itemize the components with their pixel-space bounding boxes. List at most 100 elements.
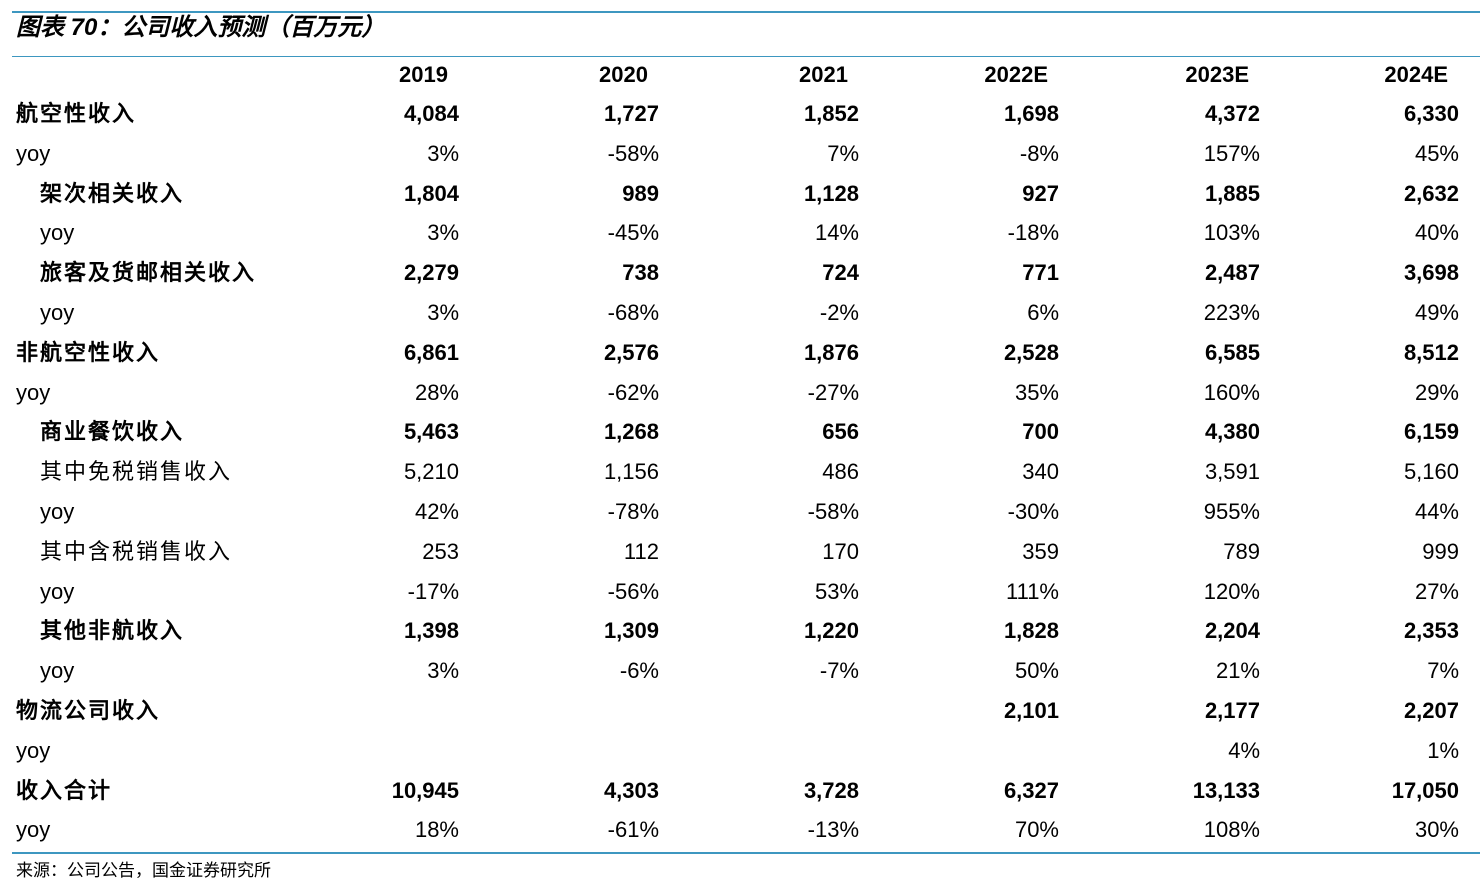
cell: 1,128: [803, 180, 859, 206]
cell: 5,210: [403, 459, 459, 485]
cell: 35%: [1014, 379, 1059, 405]
cell: 340: [1022, 459, 1059, 485]
cell: -45%: [607, 220, 659, 246]
cell: -18%: [1007, 220, 1059, 246]
cell: 4,084: [403, 101, 459, 126]
cell: 42%: [414, 499, 459, 524]
cell: 999: [1422, 538, 1459, 564]
source: 来源：公司公告，国金证券研究所: [16, 861, 271, 880]
cell: 17,050: [1391, 777, 1459, 803]
cell: 2,576: [603, 339, 659, 365]
cell: 13,133: [1192, 777, 1260, 803]
cell: 2,101: [1003, 698, 1059, 723]
cell: 2,204: [1204, 618, 1260, 644]
cell: 21%: [1215, 658, 1260, 684]
row-label: 架次相关收入: [40, 180, 185, 206]
cell: 50%: [1014, 658, 1059, 684]
cell: 103%: [1203, 220, 1260, 246]
cell: 8,512: [1403, 339, 1459, 365]
cell: 3%: [427, 658, 459, 684]
row-label: yoy: [40, 499, 75, 524]
column-header: 2024E: [1384, 62, 1448, 87]
cell: 14%: [814, 220, 859, 246]
cell: 3,698: [1403, 260, 1459, 286]
column-header: 2021: [799, 62, 848, 87]
cell: -6%: [619, 658, 659, 684]
cell: 170: [822, 538, 859, 564]
row-label: 其中免税销售收入: [40, 459, 233, 485]
cell: 111%: [1005, 578, 1059, 604]
cell: 2,353: [1403, 618, 1459, 644]
cell: 1,309: [603, 618, 659, 644]
cell: 6%: [1027, 300, 1059, 325]
cell: 724: [822, 260, 859, 286]
cell: 28%: [414, 379, 459, 405]
cell: 6,159: [1403, 419, 1459, 445]
row-label: 旅客及货邮相关收入: [40, 260, 257, 286]
cell: 3,591: [1204, 459, 1260, 485]
cell: 1%: [1427, 737, 1459, 763]
cell: 5,463: [403, 419, 459, 445]
title: 图表 70：公司收入预测（百万元）: [16, 14, 386, 41]
cell: 45%: [1414, 140, 1459, 166]
cell: 2,177: [1204, 698, 1260, 723]
column-header: 2023E: [1185, 62, 1249, 87]
rule: [12, 11, 1480, 13]
cell: -61%: [607, 817, 659, 843]
cell: 2,528: [1003, 339, 1059, 365]
row-label: yoy: [40, 578, 75, 604]
cell: 1,698: [1003, 101, 1059, 126]
cell: 157%: [1203, 140, 1260, 166]
cell: 2,279: [403, 260, 459, 286]
cell: 70%: [1014, 817, 1059, 843]
cell: 3%: [427, 220, 459, 246]
cell: 160%: [1203, 379, 1260, 405]
cell: 4,380: [1204, 419, 1260, 445]
row-label: yoy: [40, 658, 75, 684]
cell: 789: [1223, 538, 1260, 564]
cell: 2,207: [1403, 698, 1459, 723]
cell: 738: [622, 260, 659, 286]
row-label: 非航空性收入: [16, 339, 161, 365]
cell: 30%: [1414, 817, 1459, 843]
cell: 27%: [1414, 578, 1459, 604]
cell: 6,585: [1204, 339, 1260, 365]
row-label: yoy: [16, 817, 51, 843]
row-label: yoy: [16, 379, 51, 405]
cell: 700: [1022, 419, 1059, 445]
cell: 1,885: [1204, 180, 1260, 206]
row-label: yoy: [40, 220, 75, 246]
cell: 49%: [1414, 300, 1459, 325]
cell: 6,330: [1403, 101, 1459, 126]
cell: 1,804: [403, 180, 459, 206]
row-label: 其他非航收入: [40, 618, 185, 644]
row-label: 其中含税销售收入: [40, 538, 233, 564]
cell: 3%: [427, 140, 459, 166]
cell: 1,156: [603, 459, 659, 485]
column-header: 2020: [599, 62, 648, 87]
cell: 120%: [1203, 578, 1260, 604]
cell: 1,828: [1003, 618, 1059, 644]
cell: 40%: [1414, 220, 1459, 246]
cell: 4%: [1228, 737, 1260, 763]
cell: 108%: [1203, 817, 1260, 843]
cell: 3,728: [803, 777, 859, 803]
cell: 1,398: [403, 618, 459, 644]
rule: [12, 56, 1480, 57]
cell: 6,327: [1003, 777, 1059, 803]
cell: 1,727: [603, 101, 659, 126]
cell: 1,876: [803, 339, 859, 365]
cell: 1,220: [803, 618, 859, 644]
cell: 359: [1022, 538, 1059, 564]
cell: -7%: [819, 658, 859, 684]
cell: 927: [1022, 180, 1059, 206]
rule: [12, 852, 1480, 854]
cell: 7%: [1427, 658, 1459, 684]
cell: 6,861: [403, 339, 459, 365]
cell: 112: [623, 538, 659, 564]
cell: -13%: [807, 817, 859, 843]
cell: 4,372: [1204, 101, 1260, 126]
cell: -8%: [1019, 140, 1059, 166]
cell: -58%: [807, 499, 859, 524]
